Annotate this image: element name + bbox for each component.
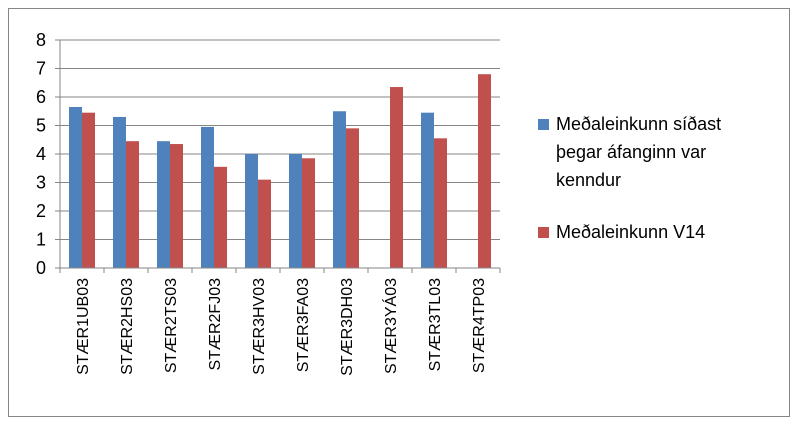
bar-previous-average: [157, 141, 170, 268]
x-tick-label: STÆR3YÁ03: [381, 278, 400, 374]
x-tick-label: STÆR4TP03: [471, 278, 488, 373]
y-tick-label: 8: [36, 30, 46, 50]
x-tick-label: STÆR2TS03: [163, 278, 180, 373]
bar-v14-average: [82, 112, 95, 268]
legend-label: þegar áfanginn var: [556, 142, 706, 162]
legend-swatch: [538, 119, 549, 130]
y-tick-label: 2: [36, 201, 46, 221]
y-tick-label: 5: [36, 116, 46, 136]
bar-v14-average: [170, 144, 183, 268]
legend-label: Meðaleinkunn V14: [556, 222, 705, 242]
bar-v14-average: [258, 179, 271, 268]
y-tick-label: 3: [36, 173, 46, 193]
bar-v14-average: [214, 166, 227, 268]
bar-v14-average: [126, 141, 139, 268]
bar-previous-average: [201, 126, 214, 268]
bar-previous-average: [421, 112, 434, 268]
y-tick-label: 0: [36, 258, 46, 278]
bar-v14-average: [434, 138, 447, 268]
legend-label: kenndur: [556, 170, 621, 190]
x-tick-label: STÆR3FA03: [295, 278, 312, 372]
bars: [69, 74, 491, 269]
y-tick-label: 7: [36, 59, 46, 79]
x-tick-label: STÆR3DH03: [339, 278, 356, 376]
y-tick-label: 6: [36, 87, 46, 107]
legend: Meðaleinkunn síðast þegar áfanginn var ken…: [538, 114, 721, 242]
bar-previous-average: [333, 111, 346, 268]
legend-swatch: [538, 227, 549, 238]
bar-v14-average: [346, 128, 359, 268]
bar-previous-average: [113, 116, 126, 268]
x-tick-label: STÆR2FJ03: [207, 278, 224, 371]
x-tick-label: STÆR1UB03: [75, 278, 92, 375]
bar-v14-average: [390, 87, 403, 269]
x-tick-label: STÆR3TL03: [427, 278, 444, 371]
bar-v14-average: [478, 74, 491, 268]
axes: [55, 39, 501, 273]
bar-previous-average: [69, 106, 82, 268]
x-tick-labels: STÆR1UB03 STÆR2HS03 STÆR2TS03 STÆR2FJ03 STÆR…: [75, 278, 488, 376]
bar-previous-average: [245, 154, 258, 268]
legend-label: Meðaleinkunn síðast: [556, 114, 721, 134]
x-tick-label: STÆR3HV03: [251, 278, 268, 375]
bar-v14-average: [302, 158, 315, 268]
y-tick-labels: 0 1 2 3 4 5 6 7 8: [36, 30, 46, 278]
y-tick-label: 4: [36, 144, 46, 164]
bar-previous-average: [289, 154, 302, 268]
x-tick-label: STÆR2HS03: [119, 278, 136, 375]
y-tick-label: 1: [36, 230, 46, 250]
